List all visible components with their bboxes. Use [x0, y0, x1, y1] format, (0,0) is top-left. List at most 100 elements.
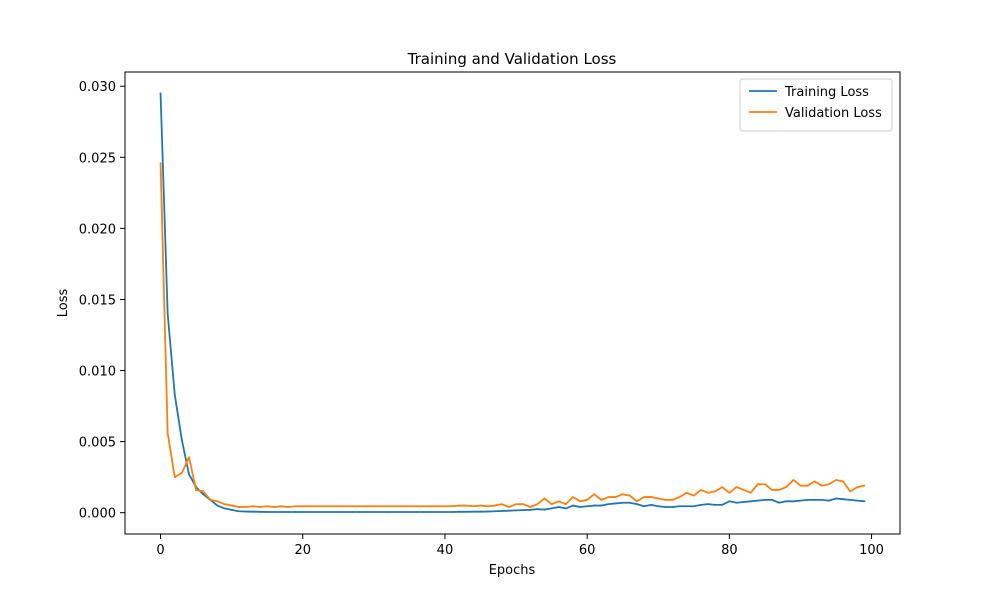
training-loss-point — [764, 498, 766, 501]
training-loss-point — [806, 498, 809, 501]
validation-loss-point — [692, 494, 695, 497]
training-loss-point — [636, 503, 638, 506]
training-loss-point — [337, 511, 340, 513]
validation-loss-point — [778, 489, 781, 491]
training-loss-point — [372, 511, 375, 513]
validation-loss-point — [756, 483, 759, 486]
validation-loss-point — [216, 500, 219, 503]
validation-loss-point — [557, 500, 560, 503]
y-axis: 0.000 0.005 0.010 0.015 0.020 0.025 0.030 — [79, 80, 125, 522]
training-loss-point — [351, 511, 354, 513]
training-loss-point — [223, 507, 226, 510]
training-loss-point — [799, 499, 802, 502]
validation-loss-point — [372, 505, 375, 508]
training-loss-point — [742, 501, 745, 503]
training-loss-point — [188, 473, 190, 476]
validation-loss-point — [799, 484, 802, 487]
validation-loss-point — [180, 471, 183, 474]
training-loss-point — [444, 511, 446, 513]
validation-loss-point — [863, 484, 866, 487]
x-tick-label: 60 — [579, 543, 596, 558]
validation-loss-point — [436, 505, 439, 508]
training-loss-point — [607, 503, 610, 506]
validation-loss-point — [394, 505, 397, 508]
training-loss-point — [301, 511, 304, 513]
training-loss-point — [237, 510, 240, 513]
validation-loss-point — [344, 505, 347, 508]
x-tick-label: 20 — [294, 543, 311, 558]
training-loss-point — [408, 511, 411, 513]
training-loss-point — [735, 501, 738, 504]
training-loss-point — [557, 506, 560, 508]
training-loss-point — [308, 511, 311, 513]
validation-loss-point — [444, 505, 446, 508]
training-loss-point — [330, 511, 333, 513]
validation-loss-point — [614, 496, 617, 498]
validation-loss-point — [387, 505, 389, 508]
validation-loss-line — [159, 162, 865, 508]
validation-loss-point — [657, 497, 660, 500]
validation-loss-point — [764, 483, 766, 486]
training-loss-point — [756, 499, 759, 502]
training-loss-point — [550, 507, 553, 510]
training-loss-point — [394, 511, 397, 513]
training-loss-point — [657, 505, 660, 508]
training-loss-point — [856, 499, 859, 502]
training-loss-point — [700, 503, 702, 506]
training-loss-point — [614, 502, 617, 505]
validation-loss-point — [316, 505, 318, 508]
training-loss-point — [273, 511, 276, 513]
validation-loss-point — [685, 491, 688, 494]
validation-loss-point — [415, 505, 418, 508]
validation-loss-point — [195, 489, 198, 491]
validation-loss-point — [707, 491, 709, 494]
validation-loss-point — [301, 505, 304, 508]
y-tick-label: 0.010 — [79, 365, 116, 380]
training-loss-point — [572, 504, 574, 507]
validation-loss-point — [564, 503, 567, 506]
validation-loss-point — [636, 500, 638, 503]
training-loss-point — [458, 510, 461, 513]
validation-loss-point — [173, 476, 176, 479]
training-loss-point — [564, 507, 567, 510]
validation-loss-point — [820, 484, 823, 487]
training-loss-point — [643, 505, 645, 508]
training-loss-point — [721, 503, 724, 506]
validation-loss-point — [550, 503, 553, 506]
training-loss-point — [202, 493, 205, 496]
training-loss-point — [401, 511, 404, 513]
validation-loss-point — [273, 506, 276, 508]
training-loss-point — [543, 508, 546, 511]
validation-loss-point — [266, 505, 269, 508]
training-loss-point — [244, 510, 247, 513]
training-loss-point — [685, 505, 688, 508]
training-loss-point — [749, 500, 752, 503]
validation-loss-point — [493, 504, 496, 507]
validation-loss-point — [792, 479, 795, 481]
validation-loss-point — [472, 505, 475, 508]
training-loss-point — [707, 503, 709, 506]
validation-loss-point — [330, 505, 333, 508]
training-loss-line — [159, 93, 865, 513]
training-loss-point — [692, 505, 695, 508]
validation-loss-point — [771, 489, 773, 491]
validation-loss-point — [728, 491, 731, 494]
training-loss-point — [230, 508, 233, 511]
training-loss-point — [714, 503, 717, 506]
y-tick-label: 0.000 — [79, 507, 116, 522]
training-loss-point — [387, 511, 389, 513]
validation-loss-point — [408, 505, 411, 508]
validation-loss-point — [380, 505, 382, 508]
training-loss-point — [813, 498, 816, 501]
y-tick-label: 0.025 — [79, 151, 116, 166]
validation-loss-point — [600, 498, 603, 501]
validation-loss-point — [572, 496, 574, 498]
training-loss-point — [529, 508, 532, 511]
plot-frame — [124, 71, 901, 535]
validation-loss-point — [508, 506, 510, 508]
training-loss-point — [835, 497, 837, 500]
validation-loss-point — [579, 500, 581, 503]
y-tick-label: 0.030 — [79, 80, 116, 95]
validation-loss-point — [259, 506, 261, 508]
x-tick-label: 0 — [156, 543, 164, 558]
